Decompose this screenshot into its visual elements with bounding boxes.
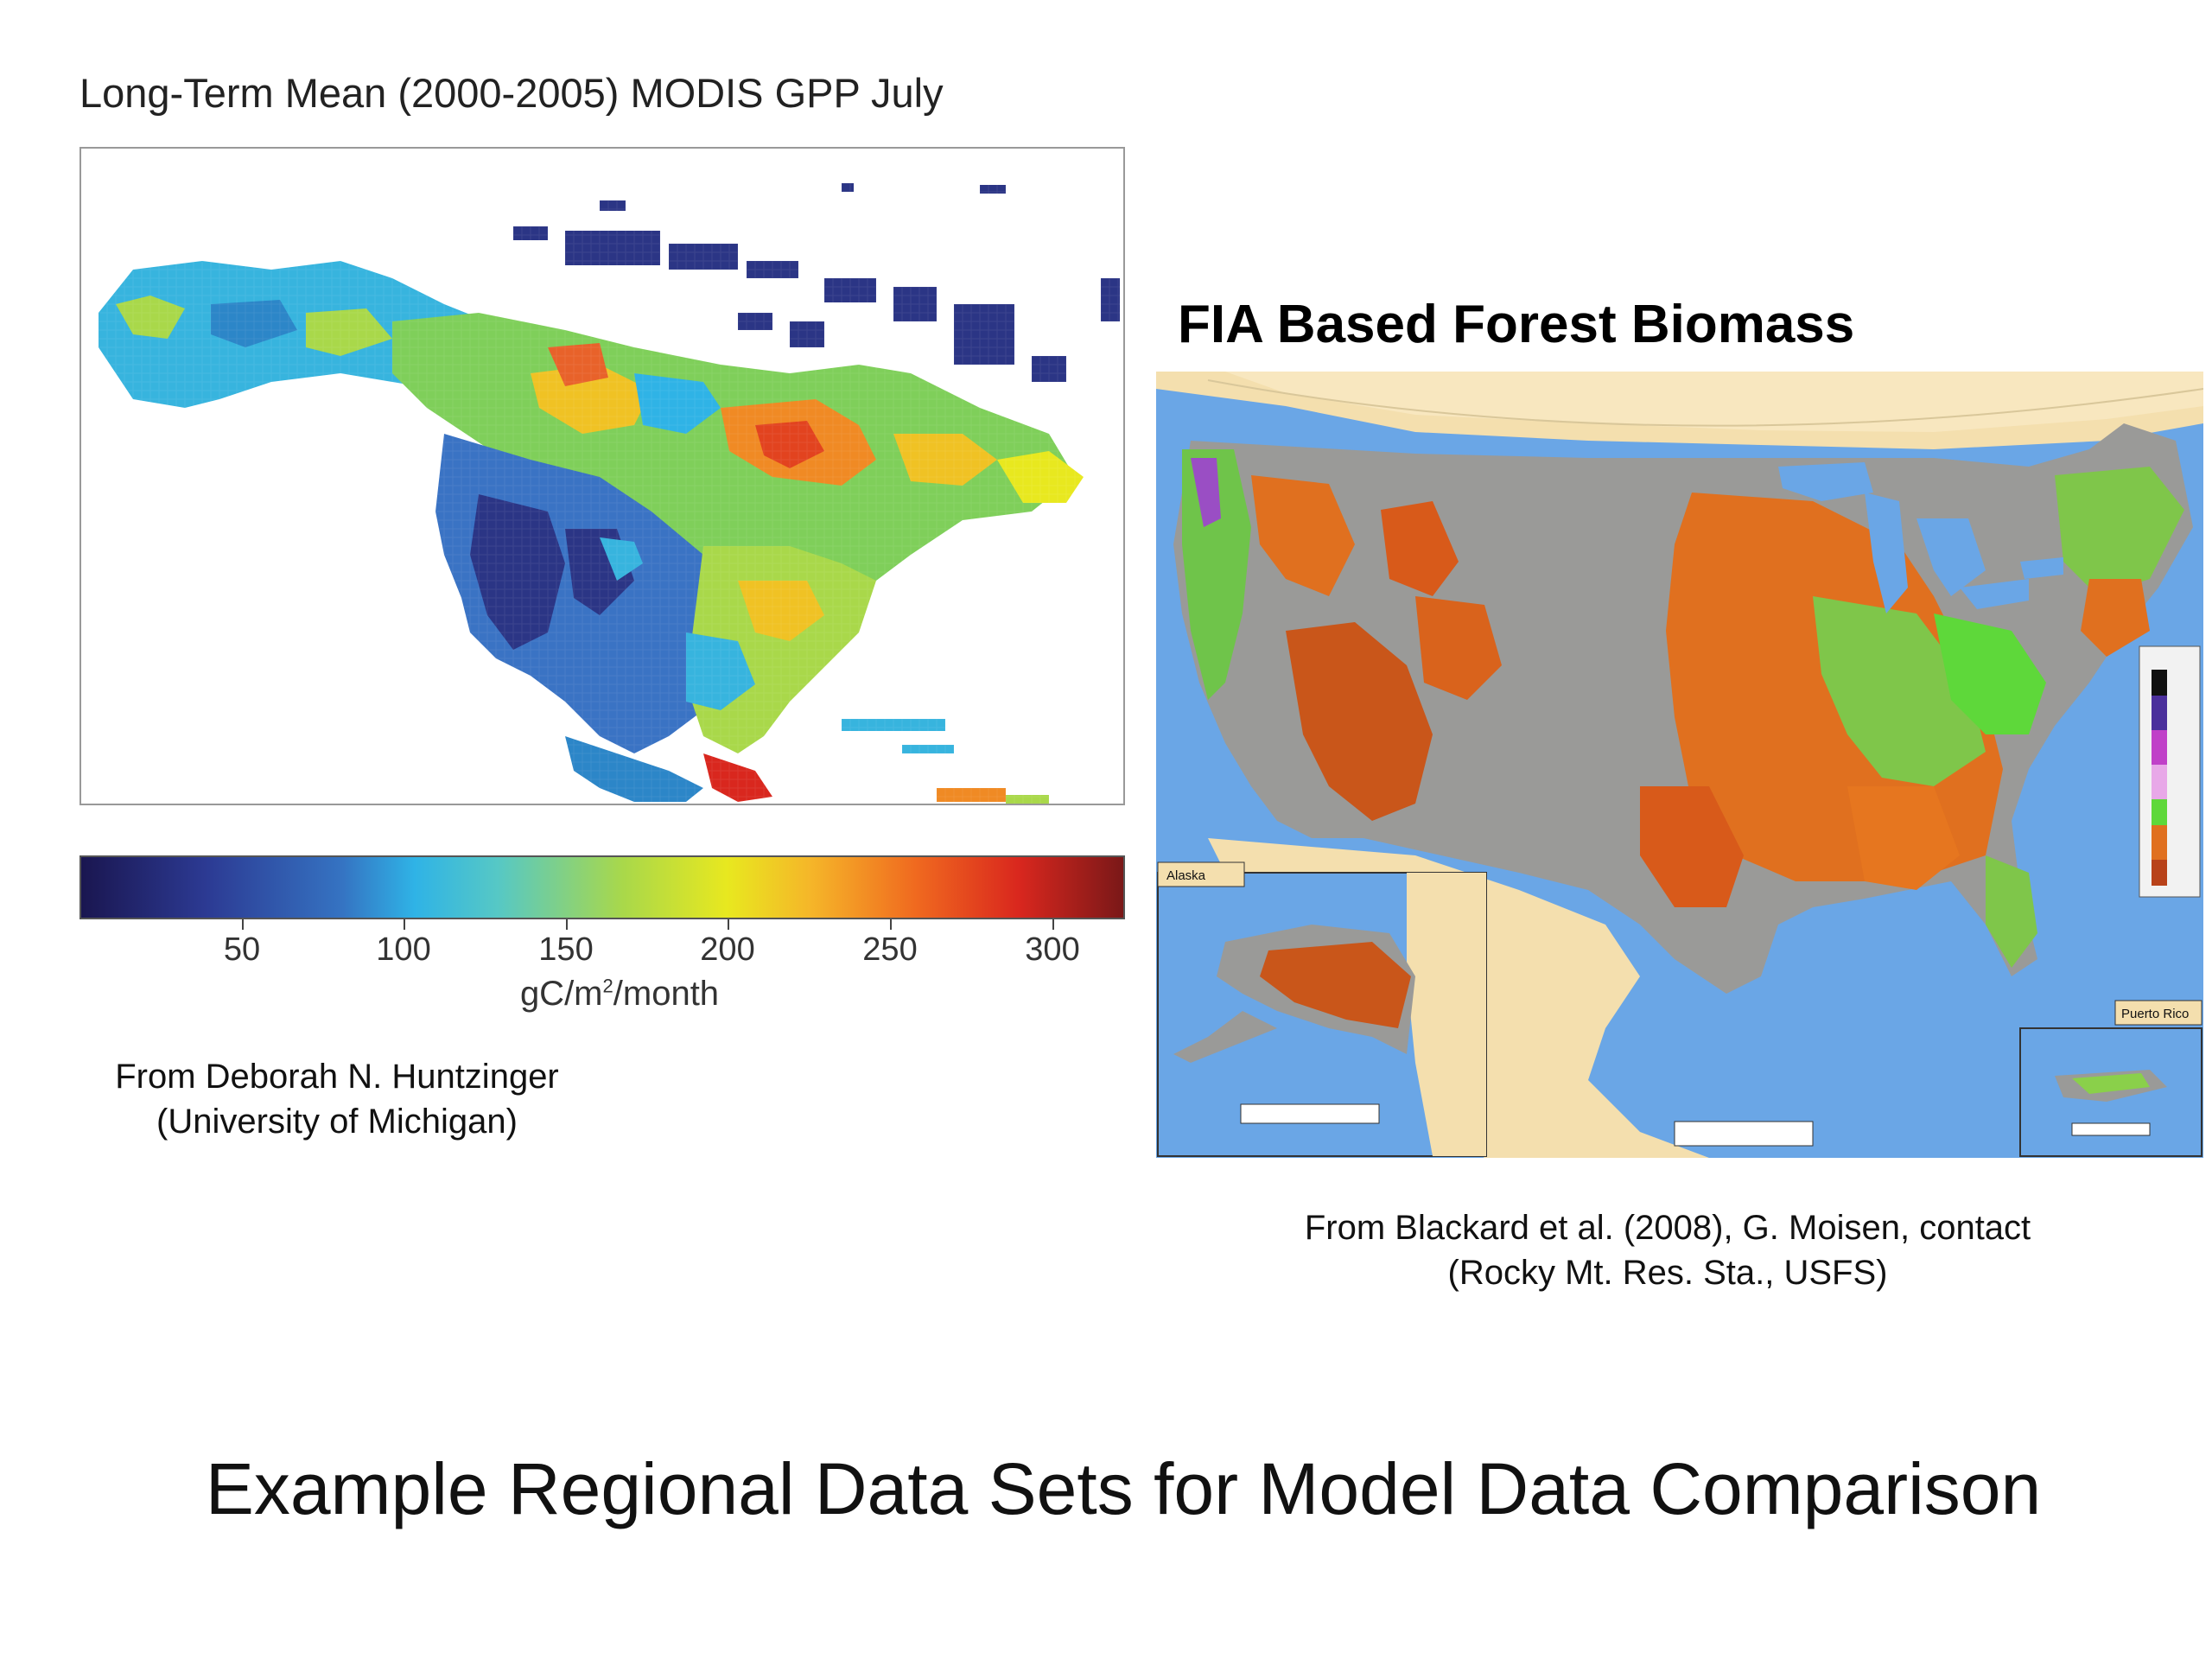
fia-credit-line1: From Blackard et al. (2008), G. Moisen, … (1304, 1209, 2031, 1247)
gpp-map (79, 147, 1125, 805)
colorbar-tick-label: 50 (223, 931, 261, 968)
colorbar-tick (404, 919, 405, 930)
fia-credit-line2: (Rocky Mt. Res. Sta., USFS) (1447, 1254, 1888, 1292)
unit-prefix: gC/m (519, 975, 603, 1013)
colorbar-tick-label: 300 (1025, 931, 1080, 968)
fia-map-title: FIA Based Forest Biomass (1178, 295, 1855, 354)
colorbar-tick-label: 250 (862, 931, 918, 968)
colorbar-tick (566, 919, 568, 930)
puerto-rico-inset: Puerto Rico (2019, 1000, 2202, 1157)
colorbar-tick (1052, 919, 1054, 930)
colorbar-tick-label: 150 (538, 931, 594, 968)
gpp-colorbar (79, 855, 1125, 919)
alaska-inset-label: Alaska (1166, 868, 1206, 883)
gpp-credit-line1: From Deborah N. Huntzinger (115, 1058, 559, 1096)
gpp-credit-line2: (University of Michigan) (156, 1103, 518, 1141)
colorbar-unit-label: gC/m2/month (429, 975, 810, 1014)
biomass-legend (2139, 645, 2201, 898)
colorbar-tick (890, 919, 892, 930)
puerto-rico-inset-label: Puerto Rico (2121, 1007, 2189, 1021)
gpp-map-graphic (81, 149, 1123, 804)
unit-superscript: 2 (602, 975, 613, 997)
unit-suffix: /month (613, 975, 720, 1013)
colorbar-tick-label: 100 (376, 931, 431, 968)
colorbar-tick (728, 919, 729, 930)
slide-title: Example Regional Data Sets for Model Dat… (205, 1448, 2042, 1529)
gpp-map-title: Long-Term Mean (2000-2005) MODIS GPP Jul… (79, 70, 944, 116)
colorbar-tick (242, 919, 244, 930)
fia-map-graphic: Alaska Puerto Rico (1156, 372, 2203, 1158)
gpp-credit: From Deborah N. Huntzinger (University o… (52, 1054, 622, 1144)
conus-scale-bar (1674, 1121, 1814, 1147)
colorbar-tick-label: 200 (700, 931, 755, 968)
fia-biomass-map: Alaska Puerto Rico (1156, 372, 2203, 1158)
fia-credit: From Blackard et al. (2008), G. Moisen, … (1210, 1205, 2126, 1295)
alaska-inset: Alaska (1157, 861, 1487, 1157)
